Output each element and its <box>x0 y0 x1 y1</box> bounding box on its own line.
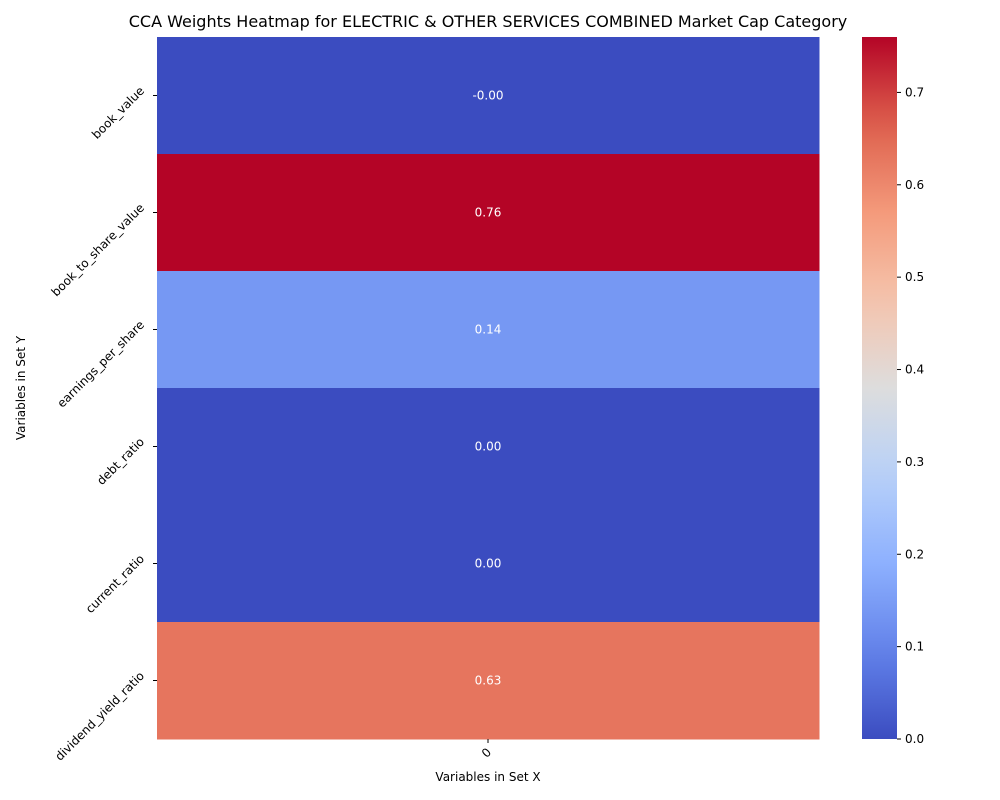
cell-value-label: -0.00 <box>472 89 503 103</box>
colorbar: 0.0 0.1 0.2 0.3 0.4 0.5 0.6 0.7 <box>862 37 924 746</box>
colorbar-tick-label: 0.7 <box>905 85 924 99</box>
colorbar-tick-label: 0.0 <box>905 732 924 746</box>
colorbar-gradient <box>862 37 897 739</box>
chart-title: CCA Weights Heatmap for ELECTRIC & OTHER… <box>129 12 848 31</box>
y-axis-label: Variables in Set Y <box>14 335 28 440</box>
y-tick-label: debt_ratio <box>94 435 147 488</box>
heatmap-cell <box>157 271 820 389</box>
cell-value-label: 0.14 <box>475 323 502 337</box>
heatmap-cell <box>157 37 820 155</box>
colorbar-tick-label: 0.3 <box>905 455 924 469</box>
x-tick-labels: 0 <box>479 739 494 761</box>
colorbar-tick-label: 0.1 <box>905 640 924 654</box>
y-tick-label: book_value <box>89 84 147 142</box>
cell-value-label: 0.63 <box>475 674 502 688</box>
y-tick-label: dividend_yield_ratio <box>52 669 147 764</box>
colorbar-tick-label: 0.2 <box>905 547 924 561</box>
colorbar-ticks: 0.0 0.1 0.2 0.3 0.4 0.5 0.6 0.7 <box>897 85 924 746</box>
heatmap-cell <box>157 154 820 272</box>
heatmap-cell <box>157 388 820 506</box>
x-tick-label: 0 <box>479 745 494 760</box>
cell-value-label: 0.00 <box>475 440 502 454</box>
heatmap-cell <box>157 622 820 740</box>
colorbar-tick-label: 0.4 <box>905 363 924 377</box>
heatmap-cell <box>157 505 820 623</box>
cell-value-label: 0.00 <box>475 557 502 571</box>
y-tick-label: current_ratio <box>83 552 147 616</box>
colorbar-tick-label: 0.5 <box>905 270 924 284</box>
x-axis-label: Variables in Set X <box>435 770 540 784</box>
heatmap-cells: -0.00 0.76 0.14 0.00 0.00 0.63 <box>157 37 820 740</box>
y-tick-label: earnings_per_share <box>54 318 147 411</box>
cell-value-label: 0.76 <box>475 206 502 220</box>
colorbar-tick-label: 0.6 <box>905 178 924 192</box>
y-tick-labels: book_value book_to_share_value earnings_pe… <box>49 84 157 764</box>
y-tick-label: book_to_share_value <box>49 201 148 300</box>
